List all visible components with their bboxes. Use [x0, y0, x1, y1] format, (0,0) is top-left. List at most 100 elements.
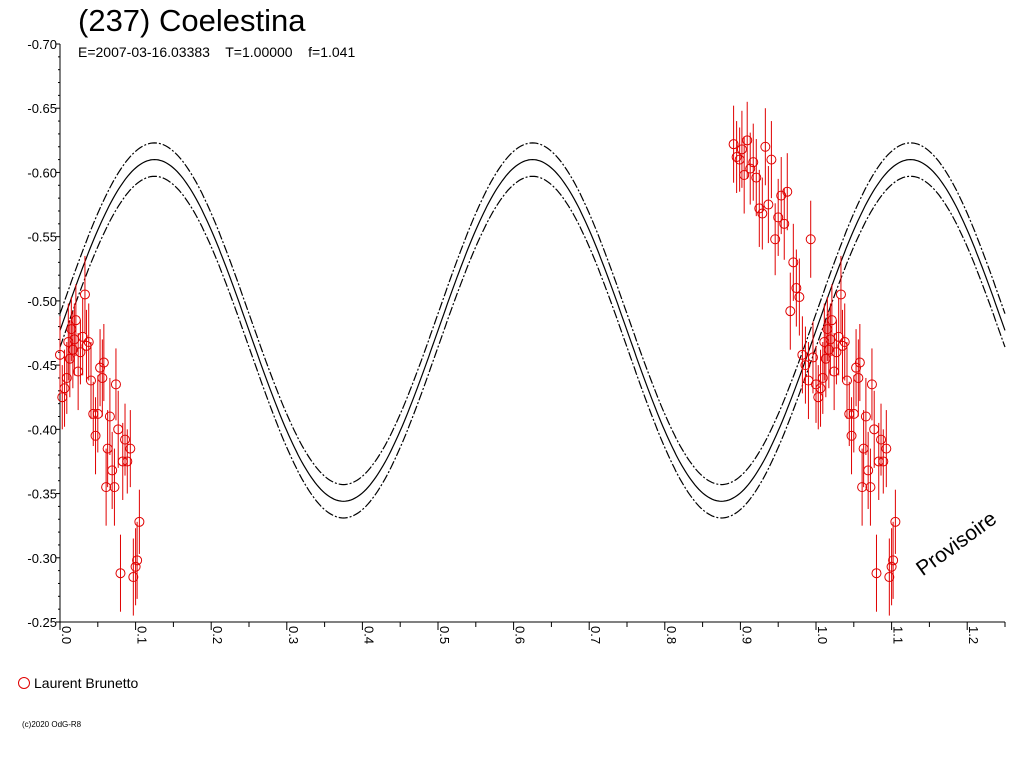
data-point — [817, 372, 828, 383]
data-point — [794, 292, 805, 303]
data-point — [890, 516, 901, 527]
data-point — [831, 347, 842, 358]
data-point — [763, 199, 774, 210]
data-point — [77, 331, 88, 342]
data-point — [728, 139, 739, 150]
x-tick-label: 0.3 — [286, 626, 301, 644]
data-point — [846, 430, 857, 441]
legend-marker-circle — [18, 677, 30, 689]
chart-subtitle: E=2007-03-16.03383 T=1.00000 f=1.041 — [78, 44, 356, 60]
chart-title: (237) Coelestina — [78, 3, 306, 38]
data-point — [125, 443, 136, 454]
data-point — [731, 152, 742, 163]
data-point — [766, 154, 777, 165]
data-point — [61, 372, 72, 383]
data-point — [835, 289, 846, 300]
data-point — [751, 172, 762, 183]
data-point — [85, 375, 96, 386]
data-point — [791, 283, 802, 294]
data-point — [888, 555, 899, 566]
data-point — [785, 306, 796, 317]
data-point — [857, 482, 868, 493]
data-point — [833, 331, 844, 342]
data-point — [839, 336, 850, 347]
data-point — [109, 482, 120, 493]
data-point — [101, 482, 112, 493]
data-point — [745, 163, 756, 174]
y-tick-label: -0.60 — [27, 165, 57, 180]
model-curve-mean — [59, 158, 1006, 502]
data-point — [881, 443, 892, 454]
data-point — [122, 456, 133, 467]
data-point — [90, 430, 101, 441]
data-point — [748, 157, 759, 168]
x-tick-label: 0.7 — [588, 626, 603, 644]
data-point — [815, 383, 826, 394]
data-point — [132, 555, 143, 566]
data-point — [865, 482, 876, 493]
x-tick-label: 1.2 — [966, 626, 981, 644]
data-point — [760, 141, 771, 152]
data-point — [83, 336, 94, 347]
y-tick-label: -0.40 — [27, 422, 57, 437]
data-point — [754, 203, 765, 214]
data-point — [800, 360, 811, 371]
x-tick-label: 0.1 — [135, 626, 150, 644]
data-point — [128, 572, 139, 583]
data-point — [863, 465, 874, 476]
x-tick-label: 0.4 — [361, 626, 376, 644]
data-point — [779, 218, 790, 229]
data-point — [823, 344, 834, 355]
y-tick-label: -0.35 — [27, 487, 57, 502]
legend-label: Laurent Brunetto — [34, 675, 139, 691]
data-point — [95, 362, 106, 373]
data-point — [854, 357, 865, 368]
x-tick-label: 0.0 — [59, 626, 74, 644]
y-tick-label: -0.50 — [27, 294, 57, 309]
data-point — [107, 465, 118, 476]
data-point — [130, 561, 141, 572]
data-point — [860, 411, 871, 422]
data-point — [782, 186, 793, 197]
y-tick-label: -0.25 — [27, 615, 57, 630]
x-tick-label: 0.2 — [210, 626, 225, 644]
x-tick-label: 0.8 — [664, 626, 679, 644]
data-point — [110, 379, 121, 390]
y-tick-label: -0.55 — [27, 230, 57, 245]
data-point — [788, 257, 799, 268]
y-tick-label: -0.65 — [27, 101, 57, 116]
data-point — [773, 212, 784, 223]
model-curve-lower — [59, 175, 1006, 519]
data-point — [104, 411, 115, 422]
data-point — [739, 170, 750, 181]
x-tick-label: 0.6 — [513, 626, 528, 644]
data-point — [757, 208, 768, 219]
model-curve-upper — [59, 142, 1006, 486]
data-point — [67, 344, 78, 355]
data-point — [884, 572, 895, 583]
x-tick-label: 0.9 — [739, 626, 754, 644]
data-point — [134, 516, 145, 527]
data-point — [770, 234, 781, 245]
data-point — [75, 347, 86, 358]
y-tick-label: -0.30 — [27, 551, 57, 566]
data-point — [841, 375, 852, 386]
data-point — [120, 434, 131, 445]
data-point — [807, 352, 818, 363]
y-tick-label: -0.70 — [27, 37, 57, 52]
data-point — [878, 456, 889, 467]
data-point — [742, 135, 753, 146]
data-point — [866, 379, 877, 390]
x-tick-label: 1.0 — [815, 626, 830, 644]
copyright-note: (c)2020 OdG-R8 — [22, 720, 82, 729]
data-point — [853, 372, 864, 383]
data-point — [59, 383, 70, 394]
legend: Laurent Brunetto — [18, 674, 138, 692]
y-tick-label: -0.45 — [27, 358, 57, 373]
x-tick-label: 0.5 — [437, 626, 452, 644]
x-tick-label: 1.1 — [891, 626, 906, 644]
data-point — [805, 234, 816, 245]
data-point — [97, 372, 108, 383]
data-point — [797, 349, 808, 360]
